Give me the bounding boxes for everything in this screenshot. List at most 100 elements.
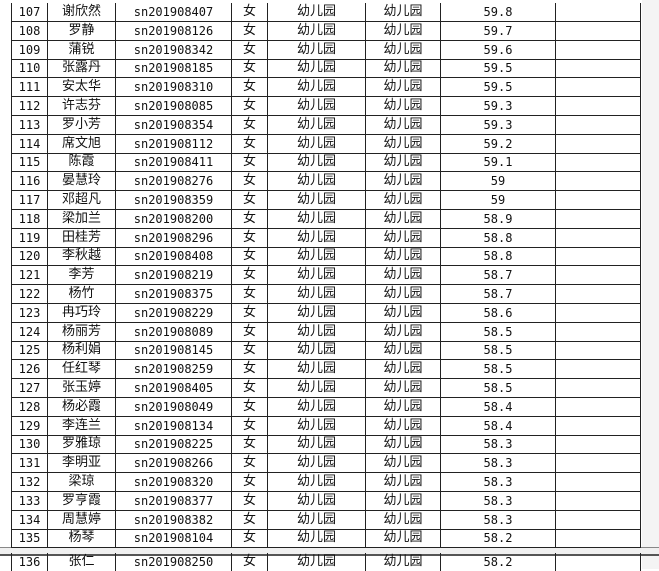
student-id: sn201908104 [115,529,231,548]
score: 58.2 [440,529,555,548]
name: 李明亚 [47,454,115,473]
school: 幼儿园 [267,416,365,435]
school-type: 幼儿园 [365,266,440,285]
empty [555,510,641,529]
school-type: 幼儿园 [365,172,440,191]
row-number: 129 [11,416,47,435]
student-id: sn201908296 [115,228,231,247]
table-row: 128 杨必霞 sn201908049 女幼儿园 幼儿园 58.4 [11,397,641,417]
name: 张玉婷 [47,379,115,397]
school-type: 幼儿园 [365,510,440,529]
student-id: sn201908185 [115,59,231,78]
name: 李芳 [47,266,115,285]
gender: 女 [231,454,267,473]
student-id: sn201908266 [115,454,231,473]
row-number: 113 [11,115,47,134]
empty [555,59,641,78]
empty [555,553,641,571]
student-id: sn201908229 [115,303,231,322]
student-id: sn201908405 [115,379,231,397]
school-type: 幼儿园 [365,97,440,115]
gender: 女 [231,322,267,341]
school: 幼儿园 [267,360,365,379]
gender: 女 [231,21,267,40]
table-row: 111 安太华 sn201908310 女幼儿园 幼儿园 59.5 [11,78,641,98]
school-type: 幼儿园 [365,209,440,228]
name: 周慧婷 [47,510,115,529]
student-id: sn201908259 [115,360,231,379]
student-id: sn201908377 [115,491,231,510]
student-id: sn201908375 [115,285,231,303]
school: 幼儿园 [267,97,365,115]
score: 59.3 [440,97,555,115]
empty [555,416,641,435]
score: 59.5 [440,59,555,78]
school-type: 幼儿园 [365,322,440,341]
student-id: sn201908408 [115,247,231,266]
empty [555,97,641,115]
student-id: sn201908411 [115,153,231,172]
row-number: 127 [11,379,47,397]
name: 任红琴 [47,360,115,379]
school: 幼儿园 [267,473,365,491]
gender: 女 [231,360,267,379]
name: 安太华 [47,78,115,97]
school: 幼儿园 [267,247,365,266]
student-id: sn201908049 [115,397,231,416]
name: 陈霞 [47,153,115,172]
student-id: sn201908225 [115,435,231,454]
table-row: 107 谢欣然 sn201908407 女幼儿园 幼儿园 59.8 [11,3,641,22]
gender: 女 [231,510,267,529]
score: 58.9 [440,209,555,228]
school: 幼儿园 [267,59,365,78]
empty [555,266,641,285]
row-number: 126 [11,360,47,379]
gender: 女 [231,285,267,303]
empty [555,134,641,153]
empty [555,285,641,303]
student-id: sn201908085 [115,97,231,115]
name: 张露丹 [47,59,115,78]
empty [555,172,641,191]
name: 席文旭 [47,134,115,153]
table-row: 118 梁加兰 sn201908200 女幼儿园 幼儿园 58.9 [11,209,641,229]
table-row: 136 张仁 sn201908250 女幼儿园 幼儿园 58.2 [11,553,641,571]
name: 晏慧玲 [47,172,115,191]
school: 幼儿园 [267,397,365,416]
empty [555,379,641,397]
row-number: 117 [11,191,47,209]
gender: 女 [231,303,267,322]
row-number: 115 [11,153,47,172]
table-row: 119 田桂芳 sn201908296 女幼儿园 幼儿园 58.8 [11,228,641,248]
row-number: 122 [11,285,47,303]
name: 杨丽芳 [47,322,115,341]
score: 59 [440,172,555,191]
empty [555,360,641,379]
school: 幼儿园 [267,435,365,454]
gender: 女 [231,379,267,397]
school: 幼儿园 [267,134,365,153]
school: 幼儿园 [267,172,365,191]
school: 幼儿园 [267,285,365,303]
empty [555,491,641,510]
score: 58.3 [440,473,555,491]
school: 幼儿园 [267,228,365,247]
school-type: 幼儿园 [365,285,440,303]
table-row: 120 李秋越 sn201908408 女幼儿园 幼儿园 58.8 [11,247,641,267]
student-id: sn201908200 [115,209,231,228]
school: 幼儿园 [267,209,365,228]
gender: 女 [231,397,267,416]
school-type: 幼儿园 [365,341,440,360]
score: 58.5 [440,360,555,379]
score: 58.4 [440,416,555,435]
student-id: sn201908359 [115,191,231,209]
name: 罗静 [47,21,115,40]
score: 58.3 [440,510,555,529]
school-type: 幼儿园 [365,491,440,510]
name: 杨琴 [47,529,115,548]
gender: 女 [231,3,267,21]
empty [555,3,641,21]
score: 59.5 [440,78,555,97]
name: 谢欣然 [47,3,115,21]
